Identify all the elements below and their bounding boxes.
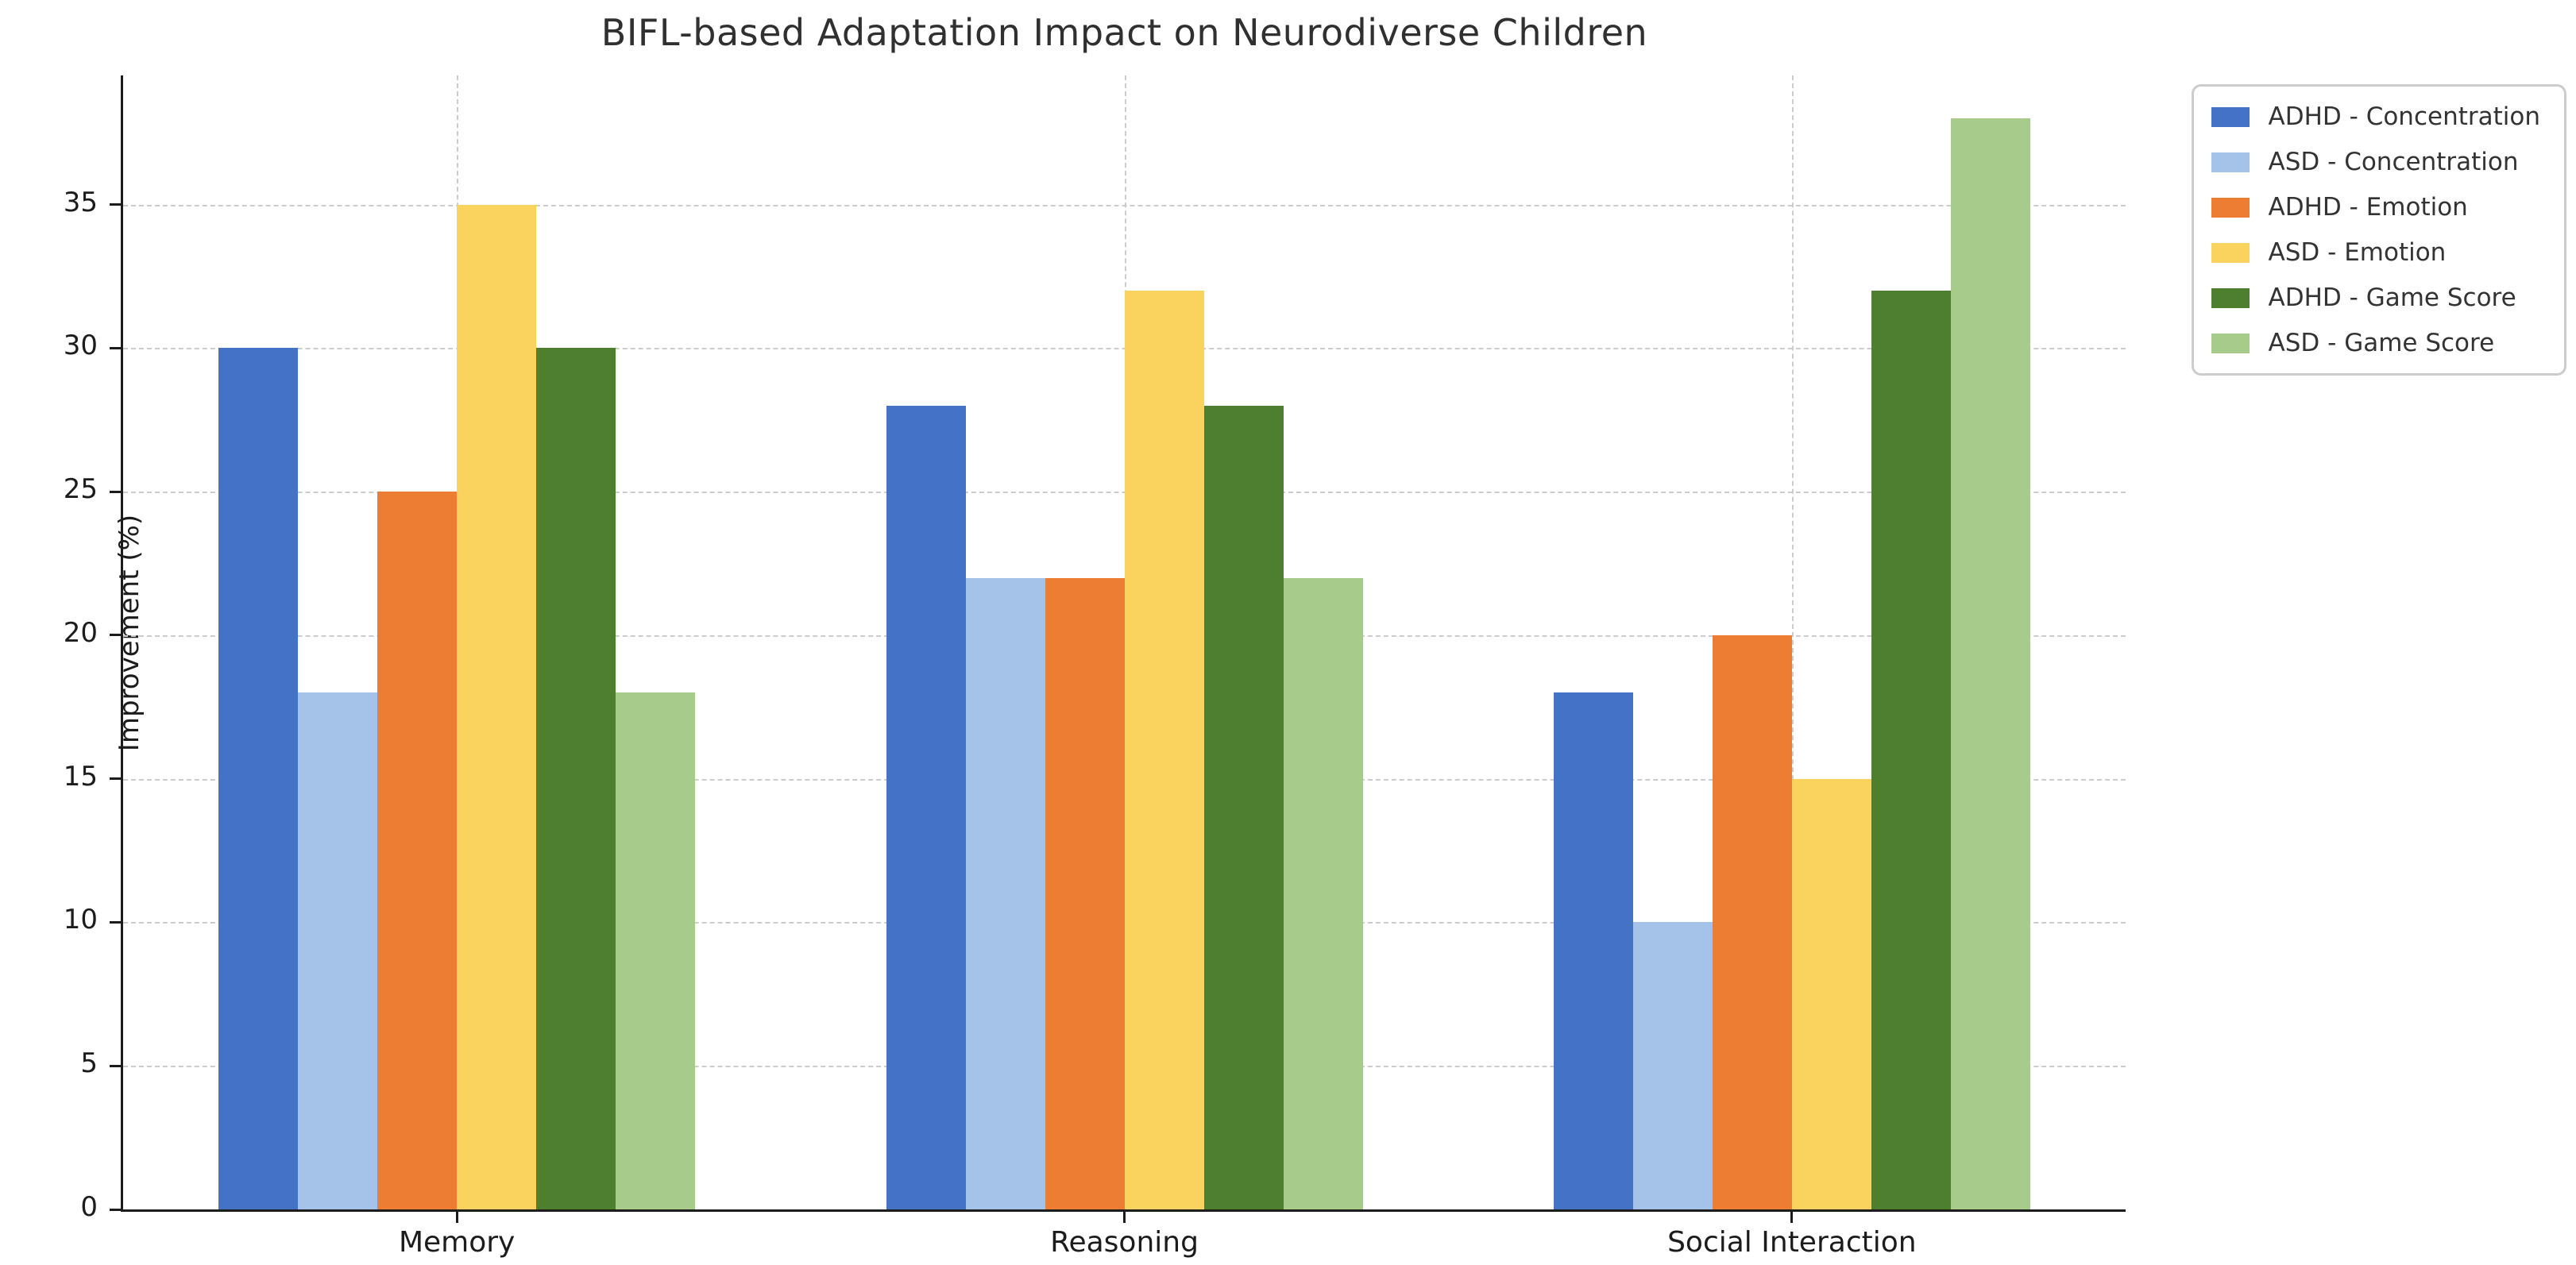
y-tick-mark — [110, 1064, 121, 1067]
bar-asd---game-score-memory — [616, 692, 696, 1209]
x-tick-label-2: Social Interaction — [1667, 1226, 1917, 1259]
y-tick-label: 20 — [63, 616, 98, 649]
legend-entry: ADHD - Emotion — [2211, 193, 2540, 222]
y-tick-mark — [110, 634, 121, 637]
x-axis-spine — [121, 1209, 2126, 1212]
bar-asd---concentration-reasoning — [965, 577, 1045, 1209]
y-tick-label: 15 — [63, 760, 98, 793]
bar-adhd---emotion-social-interaction — [1712, 634, 1792, 1209]
y-tick-mark — [110, 920, 121, 924]
legend-label: ASD - Emotion — [2268, 238, 2447, 267]
legend-entry: ASD - Concentration — [2211, 148, 2540, 176]
legend-swatch — [2211, 106, 2250, 127]
chart-title: BIFL-based Adaptation Impact on Neurodiv… — [601, 11, 1648, 54]
legend-label: ADHD - Emotion — [2268, 193, 2468, 222]
legend-entry: ASD - Emotion — [2211, 238, 2540, 267]
bar-adhd---emotion-memory — [377, 492, 458, 1209]
bar-asd---concentration-memory — [298, 692, 378, 1209]
y-tick-label: 35 — [63, 186, 98, 218]
legend-label: ASD - Concentration — [2268, 148, 2519, 176]
legend-label: ADHD - Concentration — [2268, 102, 2540, 131]
legend-entry: ASD - Game Score — [2211, 329, 2540, 357]
y-tick-label: 0 — [80, 1191, 98, 1223]
legend-swatch — [2211, 287, 2250, 308]
bar-adhd---concentration-memory — [218, 348, 299, 1209]
y-axis-spine — [121, 75, 123, 1212]
y-tick-mark — [110, 346, 121, 349]
bar-adhd---game-score-social-interaction — [1871, 291, 1951, 1209]
y-tick-mark — [110, 203, 121, 206]
x-tick-mark — [1123, 1212, 1126, 1223]
y-tick-mark — [110, 490, 121, 493]
bar-asd---concentration-social-interaction — [1632, 922, 1713, 1209]
y-tick-label: 30 — [63, 330, 98, 362]
y-tick-label: 5 — [80, 1047, 98, 1080]
bar-adhd---game-score-memory — [536, 348, 616, 1209]
plot-area: 0 5 10 15 20 25 30 35 Memory Reasoning Social Inte… — [64, 75, 2126, 1259]
x-tick-mark — [455, 1212, 458, 1223]
bar-asd---game-score-social-interaction — [1950, 118, 2030, 1209]
y-tick-label: 25 — [63, 473, 98, 506]
bar-adhd---concentration-social-interaction — [1553, 692, 1633, 1209]
x-tick-mark — [1790, 1212, 1794, 1223]
legend-label: ASD - Game Score — [2268, 329, 2495, 357]
legend: ADHD - Concentration ASD - Concentration A… — [2191, 84, 2566, 376]
bar-asd---emotion-memory — [457, 204, 537, 1209]
legend-swatch — [2211, 152, 2250, 172]
bar-adhd---emotion-reasoning — [1045, 577, 1125, 1209]
legend-entry: ADHD - Concentration — [2211, 102, 2540, 131]
bar-adhd---game-score-reasoning — [1203, 405, 1284, 1209]
x-tick-label-1: Reasoning — [1050, 1226, 1199, 1259]
legend-swatch — [2211, 197, 2250, 218]
y-tick-label: 10 — [63, 904, 98, 936]
legend-swatch — [2211, 333, 2250, 353]
legend-label: ADHD - Game Score — [2268, 283, 2516, 312]
x-tick-label-0: Memory — [398, 1226, 516, 1259]
gridline-x-2 — [1791, 75, 1794, 1209]
bar-asd---game-score-reasoning — [1283, 577, 1363, 1209]
bar-adhd---concentration-reasoning — [886, 405, 966, 1209]
legend-entry: ADHD - Game Score — [2211, 283, 2540, 312]
bar-asd---emotion-social-interaction — [1791, 778, 1871, 1209]
y-tick-mark — [110, 777, 121, 781]
bar-asd---emotion-reasoning — [1124, 291, 1204, 1209]
legend-swatch — [2211, 242, 2250, 263]
y-tick-mark — [110, 1208, 121, 1211]
